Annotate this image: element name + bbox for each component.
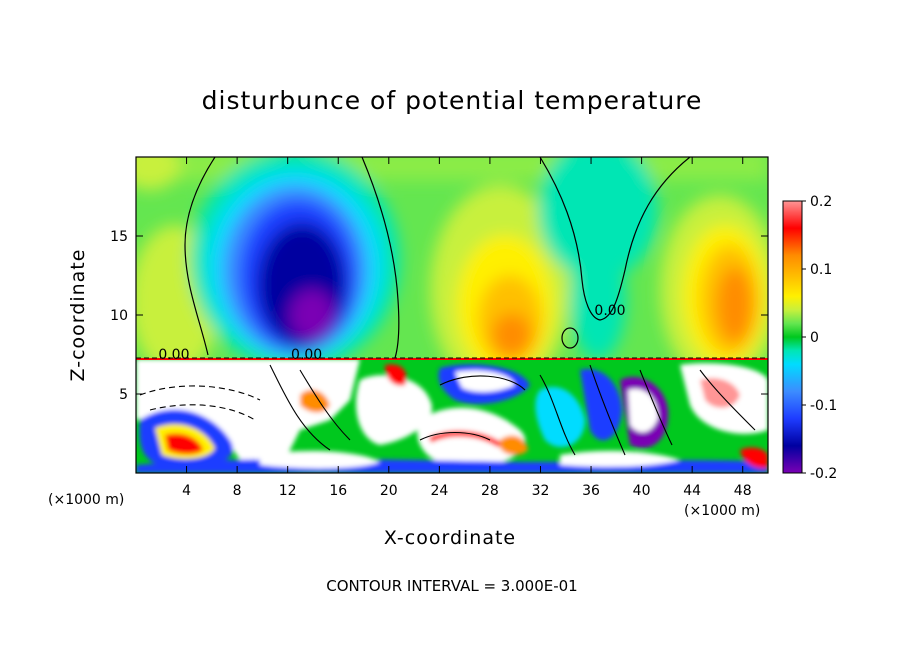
contour-line [539, 374, 576, 456]
contour-interval-note: CONTOUR INTERVAL = 3.000E-01 [326, 577, 578, 595]
y-tick-label: 10 [110, 308, 128, 324]
contour-line [439, 375, 526, 391]
x-axis-ticks: 4 8 12 16 20 24 28 32 36 40 44 48 [182, 157, 752, 499]
x-tick-label: 28 [481, 483, 499, 499]
x-tick-label: 36 [582, 483, 600, 499]
chart-title: disturbunce of potential temperature [201, 86, 703, 115]
y-tick-label: 5 [119, 387, 128, 403]
colorbar-tick-label: -0.1 [810, 398, 837, 414]
colorbar-ticks: 0.2 0.1 0 -0.1 -0.2 [802, 194, 837, 482]
colorbar [782, 200, 803, 474]
contour-value-label: 0.00 [158, 347, 189, 363]
contour-line [699, 369, 756, 431]
lower-field [136, 359, 768, 473]
contour-line [639, 369, 673, 446]
contour-line [419, 432, 491, 441]
contour-line [299, 369, 351, 441]
x-tick-label: 16 [329, 483, 347, 499]
colorbar-tick-label: 0 [810, 330, 819, 346]
contour-line [269, 364, 331, 451]
contour-line [539, 157, 691, 321]
x-tick-label: 4 [182, 483, 191, 499]
contour-line [139, 385, 261, 421]
x-unit-label-right: (×1000 m) [684, 503, 761, 519]
contour-value-label: 0.00 [594, 303, 625, 319]
x-axis-label: X-coordinate [383, 527, 517, 549]
x-tick-label: 40 [633, 483, 651, 499]
contour-value-label: 0.00 [291, 347, 322, 363]
contour-labels: 0.00 0.00 0.00 [158, 303, 625, 363]
contour-line [561, 327, 579, 349]
x-tick-label: 48 [734, 483, 752, 499]
x-tick-label: 20 [380, 483, 398, 499]
x-tick-label: 44 [683, 483, 701, 499]
contour-line [589, 364, 626, 456]
colorbar-tick-label: -0.2 [810, 466, 837, 482]
upper-field [136, 157, 768, 359]
x-unit-label-left: (×1000 m) [48, 492, 125, 508]
y-axis-ticks: 5 10 15 [110, 229, 768, 403]
contour-line [184, 157, 216, 356]
x-tick-label: 32 [532, 483, 550, 499]
x-tick-label: 8 [233, 483, 242, 499]
x-tick-label: 12 [279, 483, 297, 499]
contour-line [361, 157, 400, 359]
colorbar-tick-label: 0.2 [810, 194, 832, 210]
y-tick-label: 15 [110, 229, 128, 245]
x-tick-label: 24 [430, 483, 448, 499]
colorbar-tick-label: 0.1 [810, 262, 832, 278]
